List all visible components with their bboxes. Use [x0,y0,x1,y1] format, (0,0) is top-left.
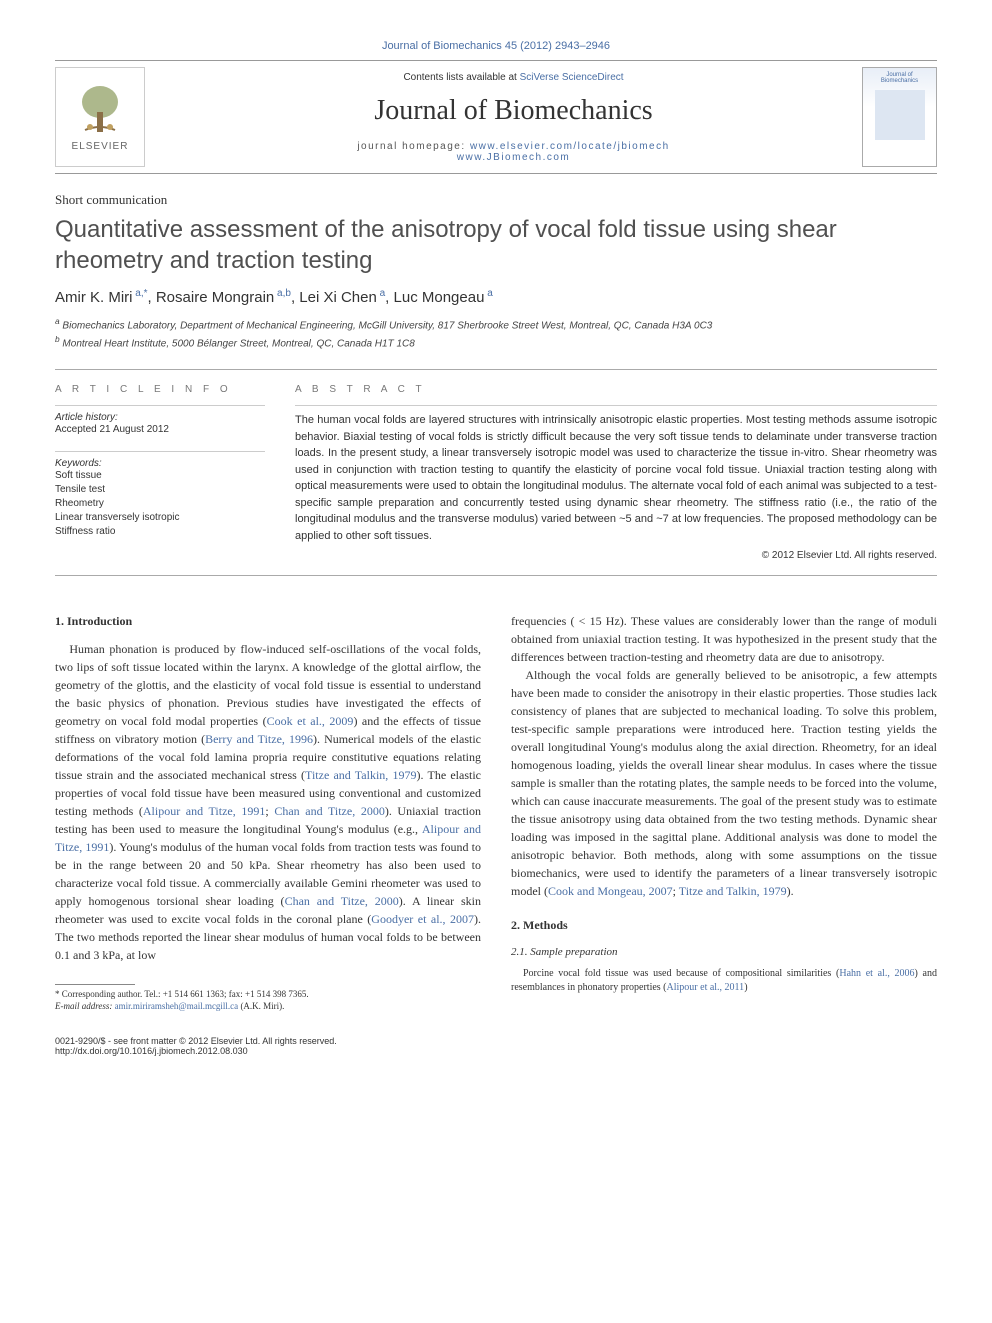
journal-name: Journal of Biomechanics [165,95,862,127]
keywords-block: Keywords: Soft tissue Tensile test Rheom… [55,451,265,539]
homepage-link-2[interactable]: www.JBiomech.com [457,152,570,163]
section-2-1-heading: 2.1. Sample preparation [511,944,937,961]
article-info-heading: A R T I C L E I N F O [55,384,265,395]
abstract-column: A B S T R A C T The human vocal folds ar… [295,384,937,561]
email-link[interactable]: amir.miriramsheh@mail.mcgill.ca [115,1001,239,1011]
issn-line: 0021-9290/$ - see front matter © 2012 El… [55,1036,937,1046]
section-1-heading: 1. Introduction [55,612,481,630]
citation[interactable]: Cook and Mongeau, 2007 [548,884,673,898]
methods-paragraph-1: Porcine vocal fold tissue was used becau… [511,967,937,995]
citation[interactable]: Alipour and Titze, 1991 [143,804,266,818]
keyword-2: Rheometry [55,497,265,511]
doi-line: http://dx.doi.org/10.1016/j.jbiomech.201… [55,1046,937,1056]
page: Journal of Biomechanics 45 (2012) 2943–2… [0,0,992,1086]
header-center: Contents lists available at SciVerse Sci… [165,72,862,163]
history-label: Article history: [55,412,265,423]
cover-thumb-title: Journal of Biomechanics [867,72,932,84]
keyword-3: Linear transversely isotropic [55,511,265,525]
keyword-4: Stiffness ratio [55,525,265,539]
info-abstract-row: A R T I C L E I N F O Article history: A… [55,370,937,575]
citation[interactable]: Alipour et al., 2011 [667,982,745,993]
citation[interactable]: Hahn et al., 2006 [839,968,914,979]
history-text: Accepted 21 August 2012 [55,423,265,437]
abstract-heading: A B S T R A C T [295,384,937,395]
page-footer: 0021-9290/$ - see front matter © 2012 El… [55,1036,937,1056]
article-title: Quantitative assessment of the anisotrop… [55,214,937,276]
homepage-link-1[interactable]: www.elsevier.com/locate/jbiomech [470,141,670,152]
section-2-heading: 2. Methods [511,916,937,934]
elsevier-logo: ELSEVIER [55,67,145,167]
citation[interactable]: Berry and Titze, 1996 [205,732,313,746]
homepage-label: journal homepage: [357,141,470,152]
abstract-text: The human vocal folds are layered struct… [295,405,937,544]
contents-line: Contents lists available at SciVerse Sci… [165,72,862,83]
corresponding-author-footnote: * Corresponding author. Tel.: +1 514 661… [55,989,481,1012]
keyword-0: Soft tissue [55,469,265,483]
affiliations: a Biomechanics Laboratory, Department of… [55,316,937,351]
keywords-label: Keywords: [55,458,265,469]
intro-paragraph-1: Human phonation is produced by flow-indu… [55,640,481,964]
journal-header: ELSEVIER Contents lists available at Sci… [55,60,937,174]
citation[interactable]: Cook et al., 2009 [267,714,354,728]
affiliation-b: b Montreal Heart Institute, 5000 Bélange… [55,334,937,351]
body-columns: 1. Introduction Human phonation is produ… [55,612,937,1012]
email-name: (A.K. Miri). [240,1001,284,1011]
authors: Amir K. Miri a,*, Rosaire Mongrain a,b, … [55,288,937,306]
email-label: E-mail address: [55,1001,112,1011]
journal-reference: Journal of Biomechanics 45 (2012) 2943–2… [55,40,937,52]
elsevier-tree-icon [75,82,125,137]
citation[interactable]: Chan and Titze, 2000 [274,804,385,818]
citation[interactable]: Titze and Talkin, 1979 [679,884,787,898]
intro-paragraph-1-cont: frequencies ( < 15 Hz). These values are… [511,612,937,666]
abstract-copyright: © 2012 Elsevier Ltd. All rights reserved… [295,550,937,561]
sciencedirect-link[interactable]: SciVerse ScienceDirect [520,72,624,83]
homepage-line: journal homepage: www.elsevier.com/locat… [165,141,862,163]
rule-bottom [55,575,937,576]
citation[interactable]: Titze and Talkin, 1979 [305,768,416,782]
cover-thumb-image [875,90,925,140]
affiliation-a: a Biomechanics Laboratory, Department of… [55,316,937,333]
article-type: Short communication [55,192,937,208]
keyword-1: Tensile test [55,483,265,497]
article-info-column: A R T I C L E I N F O Article history: A… [55,384,265,561]
journal-ref-link[interactable]: Journal of Biomechanics 45 (2012) 2943–2… [382,40,610,52]
citation[interactable]: Chan and Titze, 2000 [285,894,399,908]
article-history-block: Article history: Accepted 21 August 2012 [55,405,265,437]
journal-cover-thumbnail: Journal of Biomechanics [862,67,937,167]
footnote-separator [55,984,135,985]
corr-author-text: * Corresponding author. Tel.: +1 514 661… [55,989,309,999]
contents-prefix: Contents lists available at [403,72,519,83]
citation[interactable]: Goodyer et al., 2007 [371,912,474,926]
intro-paragraph-2: Although the vocal folds are generally b… [511,666,937,900]
elsevier-label: ELSEVIER [72,141,129,152]
